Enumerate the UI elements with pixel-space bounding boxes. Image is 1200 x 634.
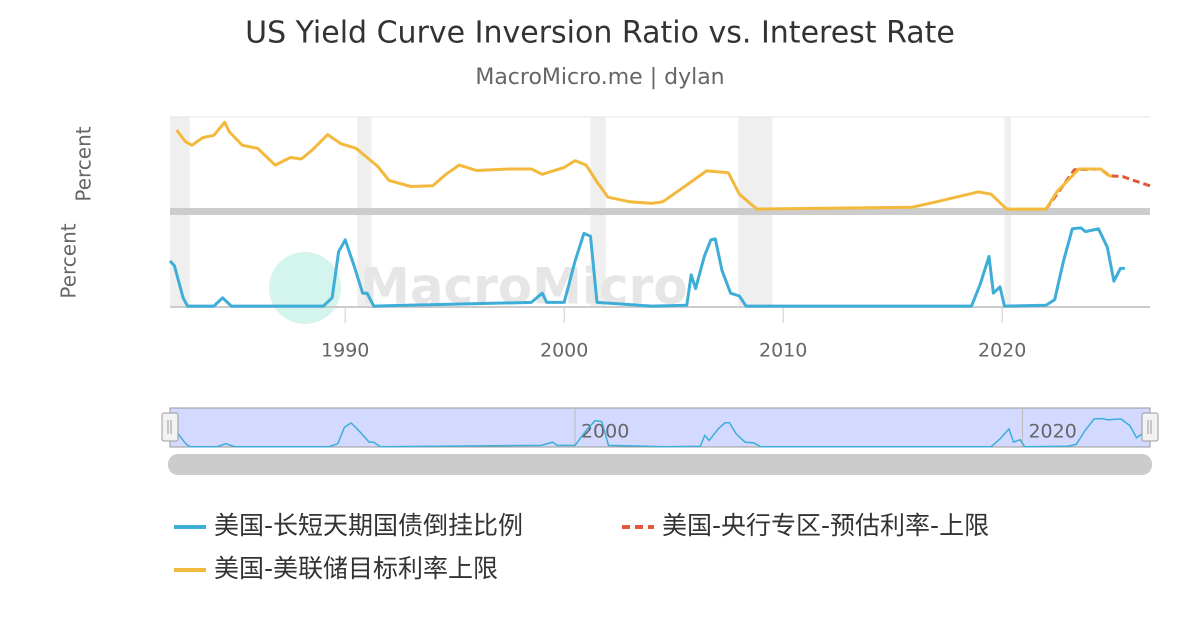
watermark-logo: [269, 252, 341, 324]
pane-separator: [170, 208, 1150, 215]
y-axis-label: Percent: [57, 223, 81, 298]
series-line: [168, 226, 1125, 308]
y-axis-label: Percent: [72, 126, 96, 201]
chart-subtitle: MacroMicro.me | dylan: [475, 65, 724, 90]
series-line: [175, 120, 1113, 211]
navigator-handle[interactable]: [161, 412, 179, 442]
navigator-line: [171, 417, 1148, 448]
legend-label[interactable]: 美国-央行专区-预估利率-上限: [662, 511, 989, 540]
x-tick-label: 2010: [759, 340, 807, 362]
x-tick-label: 2020: [978, 340, 1026, 362]
navigator-selection: [169, 407, 1151, 448]
chart-title: US Yield Curve Inversion Ratio vs. Inter…: [245, 16, 955, 51]
navigator-tick-label: 2020: [1028, 421, 1076, 443]
legend-label[interactable]: 美国-长短天期国债倒挂比例: [214, 511, 523, 540]
legend-label[interactable]: 美国-美联储目标利率上限: [214, 554, 498, 583]
x-tick-label: 2000: [540, 340, 588, 362]
navigator-handle[interactable]: [1141, 412, 1159, 442]
scrollbar[interactable]: [168, 454, 1152, 475]
x-tick-label: 1990: [321, 340, 369, 362]
